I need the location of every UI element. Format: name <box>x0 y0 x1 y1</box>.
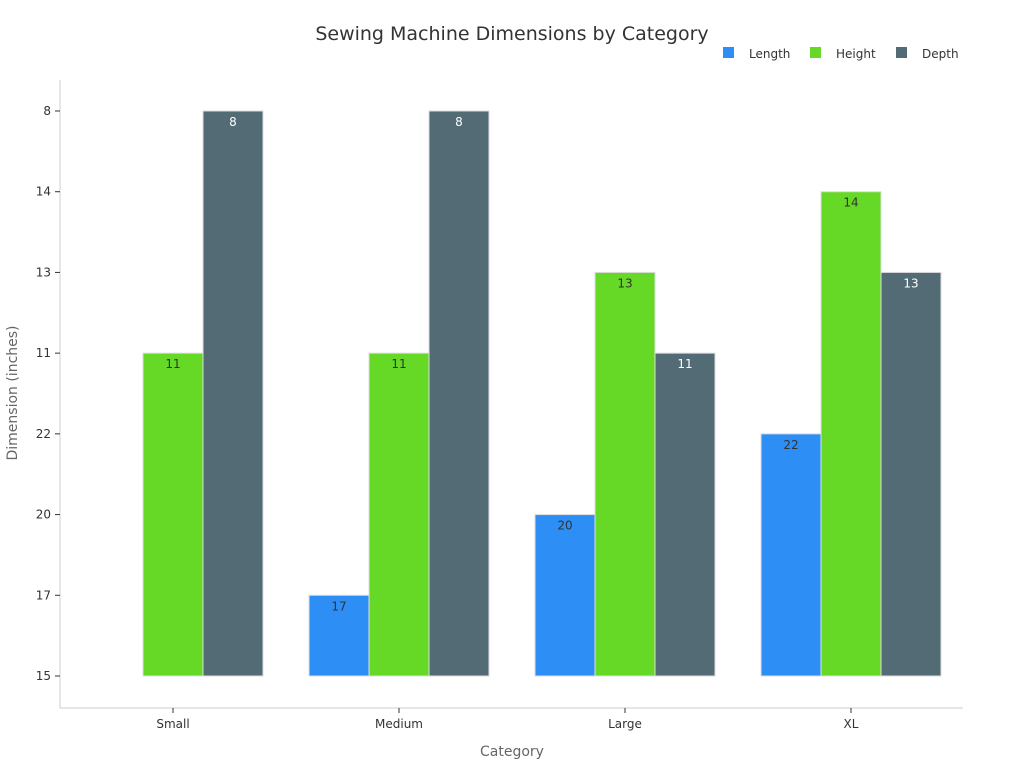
bar-depth <box>880 271 942 677</box>
legend-label: Length <box>749 47 790 61</box>
data-label: 11 <box>677 357 692 371</box>
data-label: 11 <box>165 357 180 371</box>
y-tick-label: 15 <box>36 669 51 683</box>
bar-height <box>594 271 656 677</box>
data-label: 20 <box>557 519 572 533</box>
legend-label: Height <box>836 47 876 61</box>
bar-height <box>820 191 882 677</box>
data-label: 14 <box>843 196 858 210</box>
x-tick-label: Large <box>608 717 642 731</box>
x-tick-label: Small <box>156 717 189 731</box>
bar-depth <box>654 352 716 677</box>
x-tick-label: Medium <box>375 717 423 731</box>
y-tick-label: 17 <box>36 588 51 602</box>
bar-length <box>760 433 822 677</box>
data-label: 11 <box>391 357 406 371</box>
bar-depth <box>428 110 490 677</box>
y-tick-label: 22 <box>36 427 51 441</box>
y-axis-label: Dimension (inches) <box>5 325 21 460</box>
data-label: 13 <box>903 276 918 290</box>
y-tick-label: 11 <box>36 346 51 360</box>
bar-length <box>534 514 596 677</box>
data-label: 17 <box>331 599 346 613</box>
x-tick-label: XL <box>844 717 859 731</box>
data-label: 22 <box>783 438 798 452</box>
bar-height <box>368 352 430 677</box>
data-label: 13 <box>617 276 632 290</box>
x-axis-label: Category <box>480 744 544 760</box>
y-tick-label: 20 <box>36 508 51 522</box>
legend-swatch <box>723 47 734 58</box>
legend-swatch <box>810 47 821 58</box>
data-label: 8 <box>229 115 237 129</box>
chart-title: Sewing Machine Dimensions by Category <box>315 23 708 45</box>
bar-depth <box>202 110 264 677</box>
bar-height <box>142 352 204 677</box>
y-tick-label: 13 <box>36 265 51 279</box>
y-tick-label: 14 <box>36 185 51 199</box>
data-label: 8 <box>455 115 463 129</box>
legend-label: Depth <box>922 47 959 61</box>
y-tick-label: 8 <box>43 104 51 118</box>
legend-swatch <box>896 47 907 58</box>
